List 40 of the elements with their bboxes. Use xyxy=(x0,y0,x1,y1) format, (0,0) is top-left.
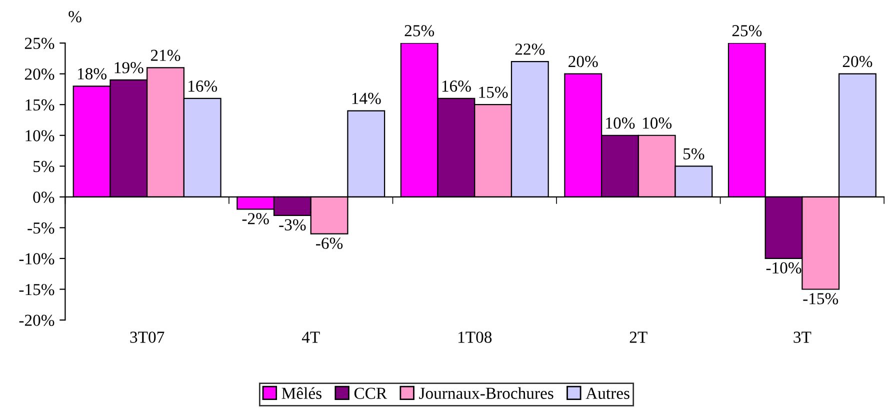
y-tick-label: 0% xyxy=(33,192,54,203)
data-label: 10% xyxy=(643,117,672,129)
data-label: 25% xyxy=(732,25,762,36)
data-label: 18% xyxy=(78,68,107,80)
y-tick-label: 15% xyxy=(26,99,54,111)
y-tick-label: 25% xyxy=(24,38,54,50)
legend-label: Journaux-Brochures xyxy=(419,387,554,399)
data-label: 16% xyxy=(442,80,471,92)
data-label: -3% xyxy=(279,219,306,230)
data-label: 16% xyxy=(188,80,218,92)
data-label: 14% xyxy=(352,92,381,104)
data-label: -6% xyxy=(316,238,343,249)
y-tick-label: -10% xyxy=(19,253,54,264)
data-label: 15% xyxy=(479,86,508,98)
data-label: 25% xyxy=(404,25,434,36)
data-label: 20% xyxy=(568,56,598,68)
data-label: -15% xyxy=(803,293,838,304)
x-tick-label: 3T xyxy=(794,332,812,343)
y-axis-title: % xyxy=(68,11,82,22)
data-label: 19% xyxy=(114,62,144,74)
data-label: -10% xyxy=(766,262,802,274)
legend-label: Mêlés xyxy=(282,387,322,399)
legend-label: Autres xyxy=(586,388,630,399)
data-label: -2% xyxy=(242,213,269,224)
x-tick-label: 4T xyxy=(302,332,320,343)
data-label: 21% xyxy=(150,50,180,62)
x-tick-label: 1T08 xyxy=(458,332,492,343)
data-label: 22% xyxy=(515,44,545,55)
data-label: 5% xyxy=(684,148,704,160)
data-label: 20% xyxy=(842,56,872,68)
y-tick-label: -20% xyxy=(19,314,54,326)
x-tick-label: 2T xyxy=(630,332,648,343)
y-tick-label: -5% xyxy=(28,222,54,234)
data-label: 10% xyxy=(606,117,635,129)
y-tick-label: 5% xyxy=(34,160,54,172)
x-tick-label: 3T07 xyxy=(130,332,164,343)
legend-label: CCR xyxy=(354,388,388,399)
y-tick-label: 10% xyxy=(26,130,54,142)
y-tick-label: -15% xyxy=(19,284,54,296)
y-tick-label: 20% xyxy=(24,68,54,80)
